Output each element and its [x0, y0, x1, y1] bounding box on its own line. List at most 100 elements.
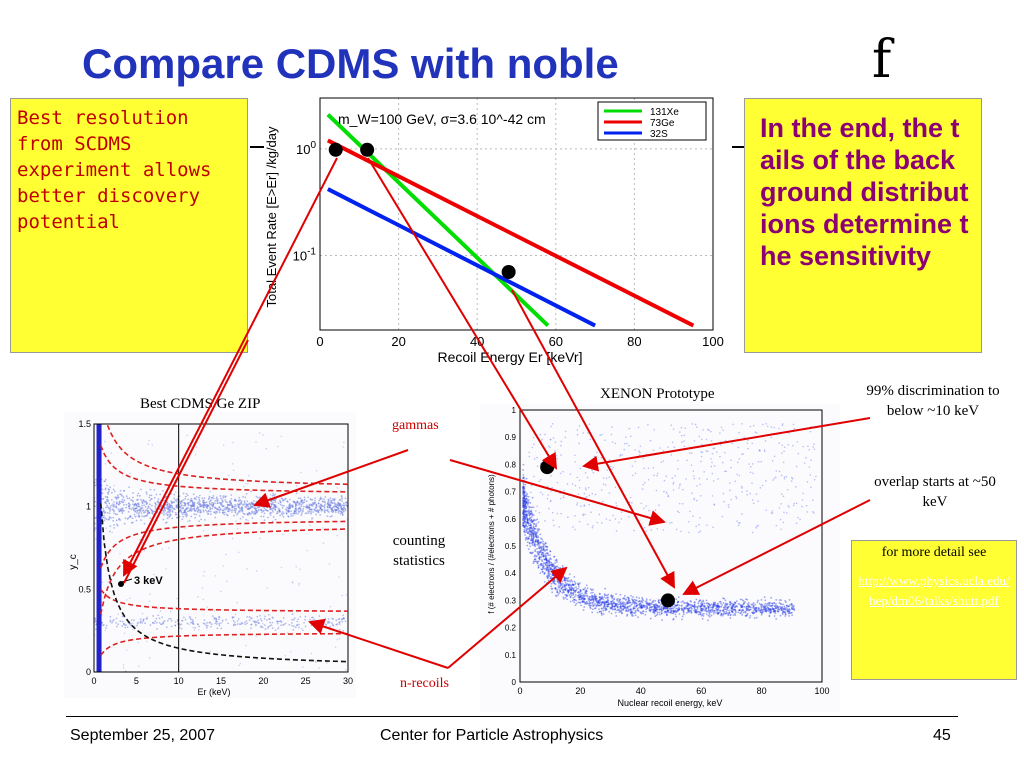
zip-dot — [255, 620, 257, 623]
zip-dot — [190, 515, 193, 518]
zip-dot — [110, 504, 113, 507]
xenon-dot — [525, 516, 527, 518]
zip-dot — [253, 510, 255, 513]
zip-dot — [209, 507, 212, 510]
xenon-dot — [745, 606, 748, 609]
zip-dot — [319, 498, 322, 500]
zip-dot — [169, 509, 171, 511]
xenon-dot — [663, 606, 666, 608]
zip-y-tick-0: 0 — [86, 667, 91, 677]
zip-dot — [317, 502, 320, 505]
zip-dot — [342, 446, 344, 448]
zip-dot — [205, 624, 208, 627]
zip-dot — [200, 511, 203, 514]
zip-dot — [338, 628, 341, 631]
zip-dot — [319, 503, 322, 506]
zip-dot — [181, 619, 183, 622]
zip-dot — [240, 621, 243, 624]
xenon-dot — [649, 609, 652, 612]
xenon-dot — [656, 608, 658, 611]
rate-chart-ylabel: Total Event Rate [E>Er] /kg/day — [264, 126, 279, 308]
zip-dot — [323, 500, 326, 503]
zip-dot — [294, 626, 297, 629]
xenon-dot — [522, 490, 525, 493]
zip-dot — [329, 504, 332, 507]
zip-dot — [179, 502, 182, 505]
zip-dot — [115, 501, 118, 503]
xenon-dot — [536, 535, 539, 537]
zip-dot — [243, 621, 246, 624]
xenon-dot — [772, 610, 775, 613]
zip-dot — [135, 507, 138, 510]
zip-dot — [277, 502, 280, 505]
xenon-dot — [538, 557, 540, 560]
zip-dot — [314, 661, 317, 663]
zip-dot — [255, 511, 257, 514]
zip-dot — [294, 505, 297, 508]
zip-dot — [299, 507, 302, 510]
xenon-dot — [571, 586, 573, 589]
zip-dot — [275, 620, 278, 623]
zip-dot — [218, 511, 221, 514]
xenon-dot — [626, 596, 629, 599]
zip-dot — [300, 501, 303, 503]
xenon-dot — [724, 603, 726, 606]
zip-dot — [176, 597, 178, 600]
zip-dot — [195, 495, 198, 498]
zip-dot — [190, 506, 192, 509]
zip-dot — [224, 508, 227, 511]
zip-dot — [127, 502, 130, 505]
zip-dot — [311, 518, 313, 521]
zip-dot — [230, 494, 233, 496]
zip-dot — [142, 511, 145, 514]
zip-dot — [212, 497, 215, 500]
xenon-dot — [535, 532, 538, 535]
xenon-dot — [562, 586, 564, 589]
zip-dot — [146, 507, 149, 510]
xenon-dot — [552, 563, 555, 566]
xenon-dot — [574, 604, 577, 607]
zip-dot — [108, 508, 111, 510]
zip-dot — [279, 514, 282, 517]
zip-dot — [188, 615, 191, 618]
zip-dot — [285, 512, 288, 515]
zip-dot — [194, 516, 197, 519]
xenon-dot — [590, 596, 593, 599]
xenon-dot — [640, 605, 643, 608]
arrow-xe-point-to-xenon — [367, 157, 558, 470]
zip-dot — [105, 624, 108, 627]
zip-dot — [148, 512, 150, 515]
xenon-dot — [653, 604, 655, 607]
xenon-dot — [656, 613, 659, 616]
zip-dot — [280, 435, 283, 438]
xenon-dot — [544, 546, 547, 548]
zip-dot — [127, 517, 130, 519]
xenon-dot — [571, 580, 574, 583]
zip-dot — [263, 512, 266, 515]
zip-dot — [307, 510, 309, 512]
xenon-dot — [559, 590, 562, 593]
xenon-dot — [586, 602, 589, 605]
zip-dot — [250, 512, 253, 515]
xenon-dot — [545, 562, 547, 564]
xenon-dot — [568, 586, 571, 589]
zip-dot — [123, 504, 125, 506]
xenon-dot — [774, 610, 777, 613]
xenon-chart: 0 20 40 60 80 100 00.10.20.30.40.50.60.70.80.… — [480, 404, 840, 712]
xenon-dot — [687, 603, 689, 605]
zip-dot — [145, 493, 148, 495]
xenon-dot — [745, 598, 747, 601]
zip-dot — [121, 625, 124, 627]
zip-dot — [193, 508, 196, 510]
zip-dot — [213, 617, 216, 619]
zip-dot — [117, 613, 119, 616]
zip-dot — [208, 502, 211, 505]
zip-dot — [114, 496, 117, 499]
zip-dot — [331, 617, 333, 620]
zip-dot — [278, 620, 281, 623]
zip-dot — [287, 515, 290, 518]
zip-dot — [112, 516, 115, 519]
zip-dot — [338, 623, 341, 625]
zip-dot — [322, 542, 325, 545]
xenon-dot — [642, 610, 645, 612]
